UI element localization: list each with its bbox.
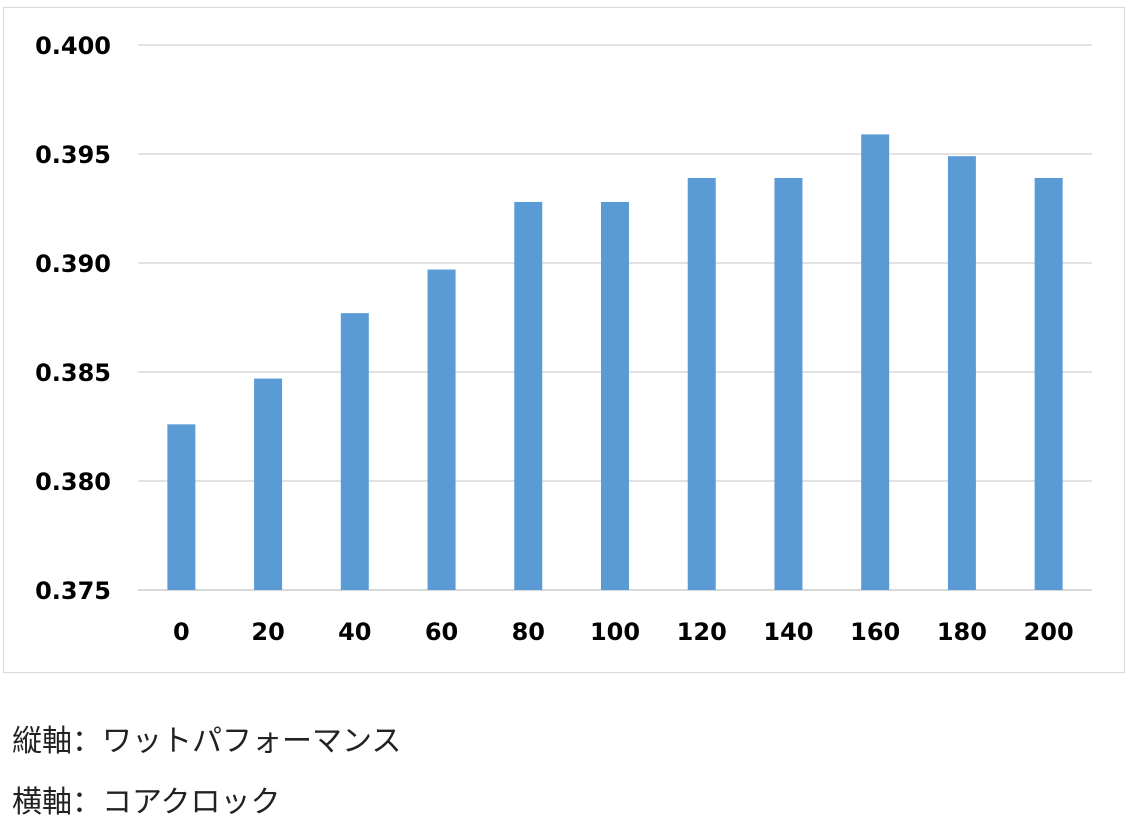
y-tick-label: 0.395	[35, 141, 111, 169]
vertical-axis-caption: 縦軸：ワットパフォーマンス	[12, 724, 402, 759]
bar-180	[947, 156, 976, 590]
x-tick-label: 60	[425, 618, 458, 646]
bar-20	[254, 378, 283, 590]
y-tick-label: 0.380	[35, 468, 111, 496]
bar-160	[861, 134, 890, 590]
x-tick-label: 120	[677, 618, 727, 646]
x-tick-label: 200	[1024, 618, 1074, 646]
bar-40	[340, 313, 369, 590]
bar-60	[427, 269, 456, 590]
y-axis-tick-labels: 0.375 0.380 0.385 0.390 0.395 0.400	[35, 32, 111, 605]
chart-frame: 0.375 0.380 0.385 0.390 0.395 0.400 0 20 40 60 80…	[3, 7, 1125, 673]
y-tick-label: 0.375	[35, 577, 111, 605]
y-tick-label: 0.385	[35, 359, 111, 387]
bar-100	[601, 201, 629, 590]
bar-120	[687, 177, 716, 591]
x-tick-label: 80	[512, 618, 545, 646]
x-tick-label: 40	[338, 618, 371, 646]
bar-80	[514, 201, 543, 590]
x-tick-label: 180	[937, 618, 987, 646]
x-tick-label: 100	[590, 618, 640, 646]
x-tick-label: 20	[251, 618, 284, 646]
bar-0	[167, 424, 196, 590]
x-axis-tick-labels: 0 20 40 60 80 100 120 140 160 180 200	[173, 618, 1074, 646]
x-tick-label: 160	[850, 618, 900, 646]
y-tick-label: 0.390	[35, 250, 111, 278]
bar-200	[1034, 177, 1063, 591]
bar-chart: 0.375 0.380 0.385 0.390 0.395 0.400 0 20 40 60 80…	[35, 32, 1092, 646]
y-tick-label: 0.400	[35, 32, 111, 60]
bars	[167, 134, 1063, 591]
bar-140	[774, 177, 803, 591]
x-tick-label: 140	[763, 618, 813, 646]
x-tick-label: 0	[173, 618, 190, 646]
horizontal-axis-caption: 横軸：コアクロック	[12, 785, 281, 820]
